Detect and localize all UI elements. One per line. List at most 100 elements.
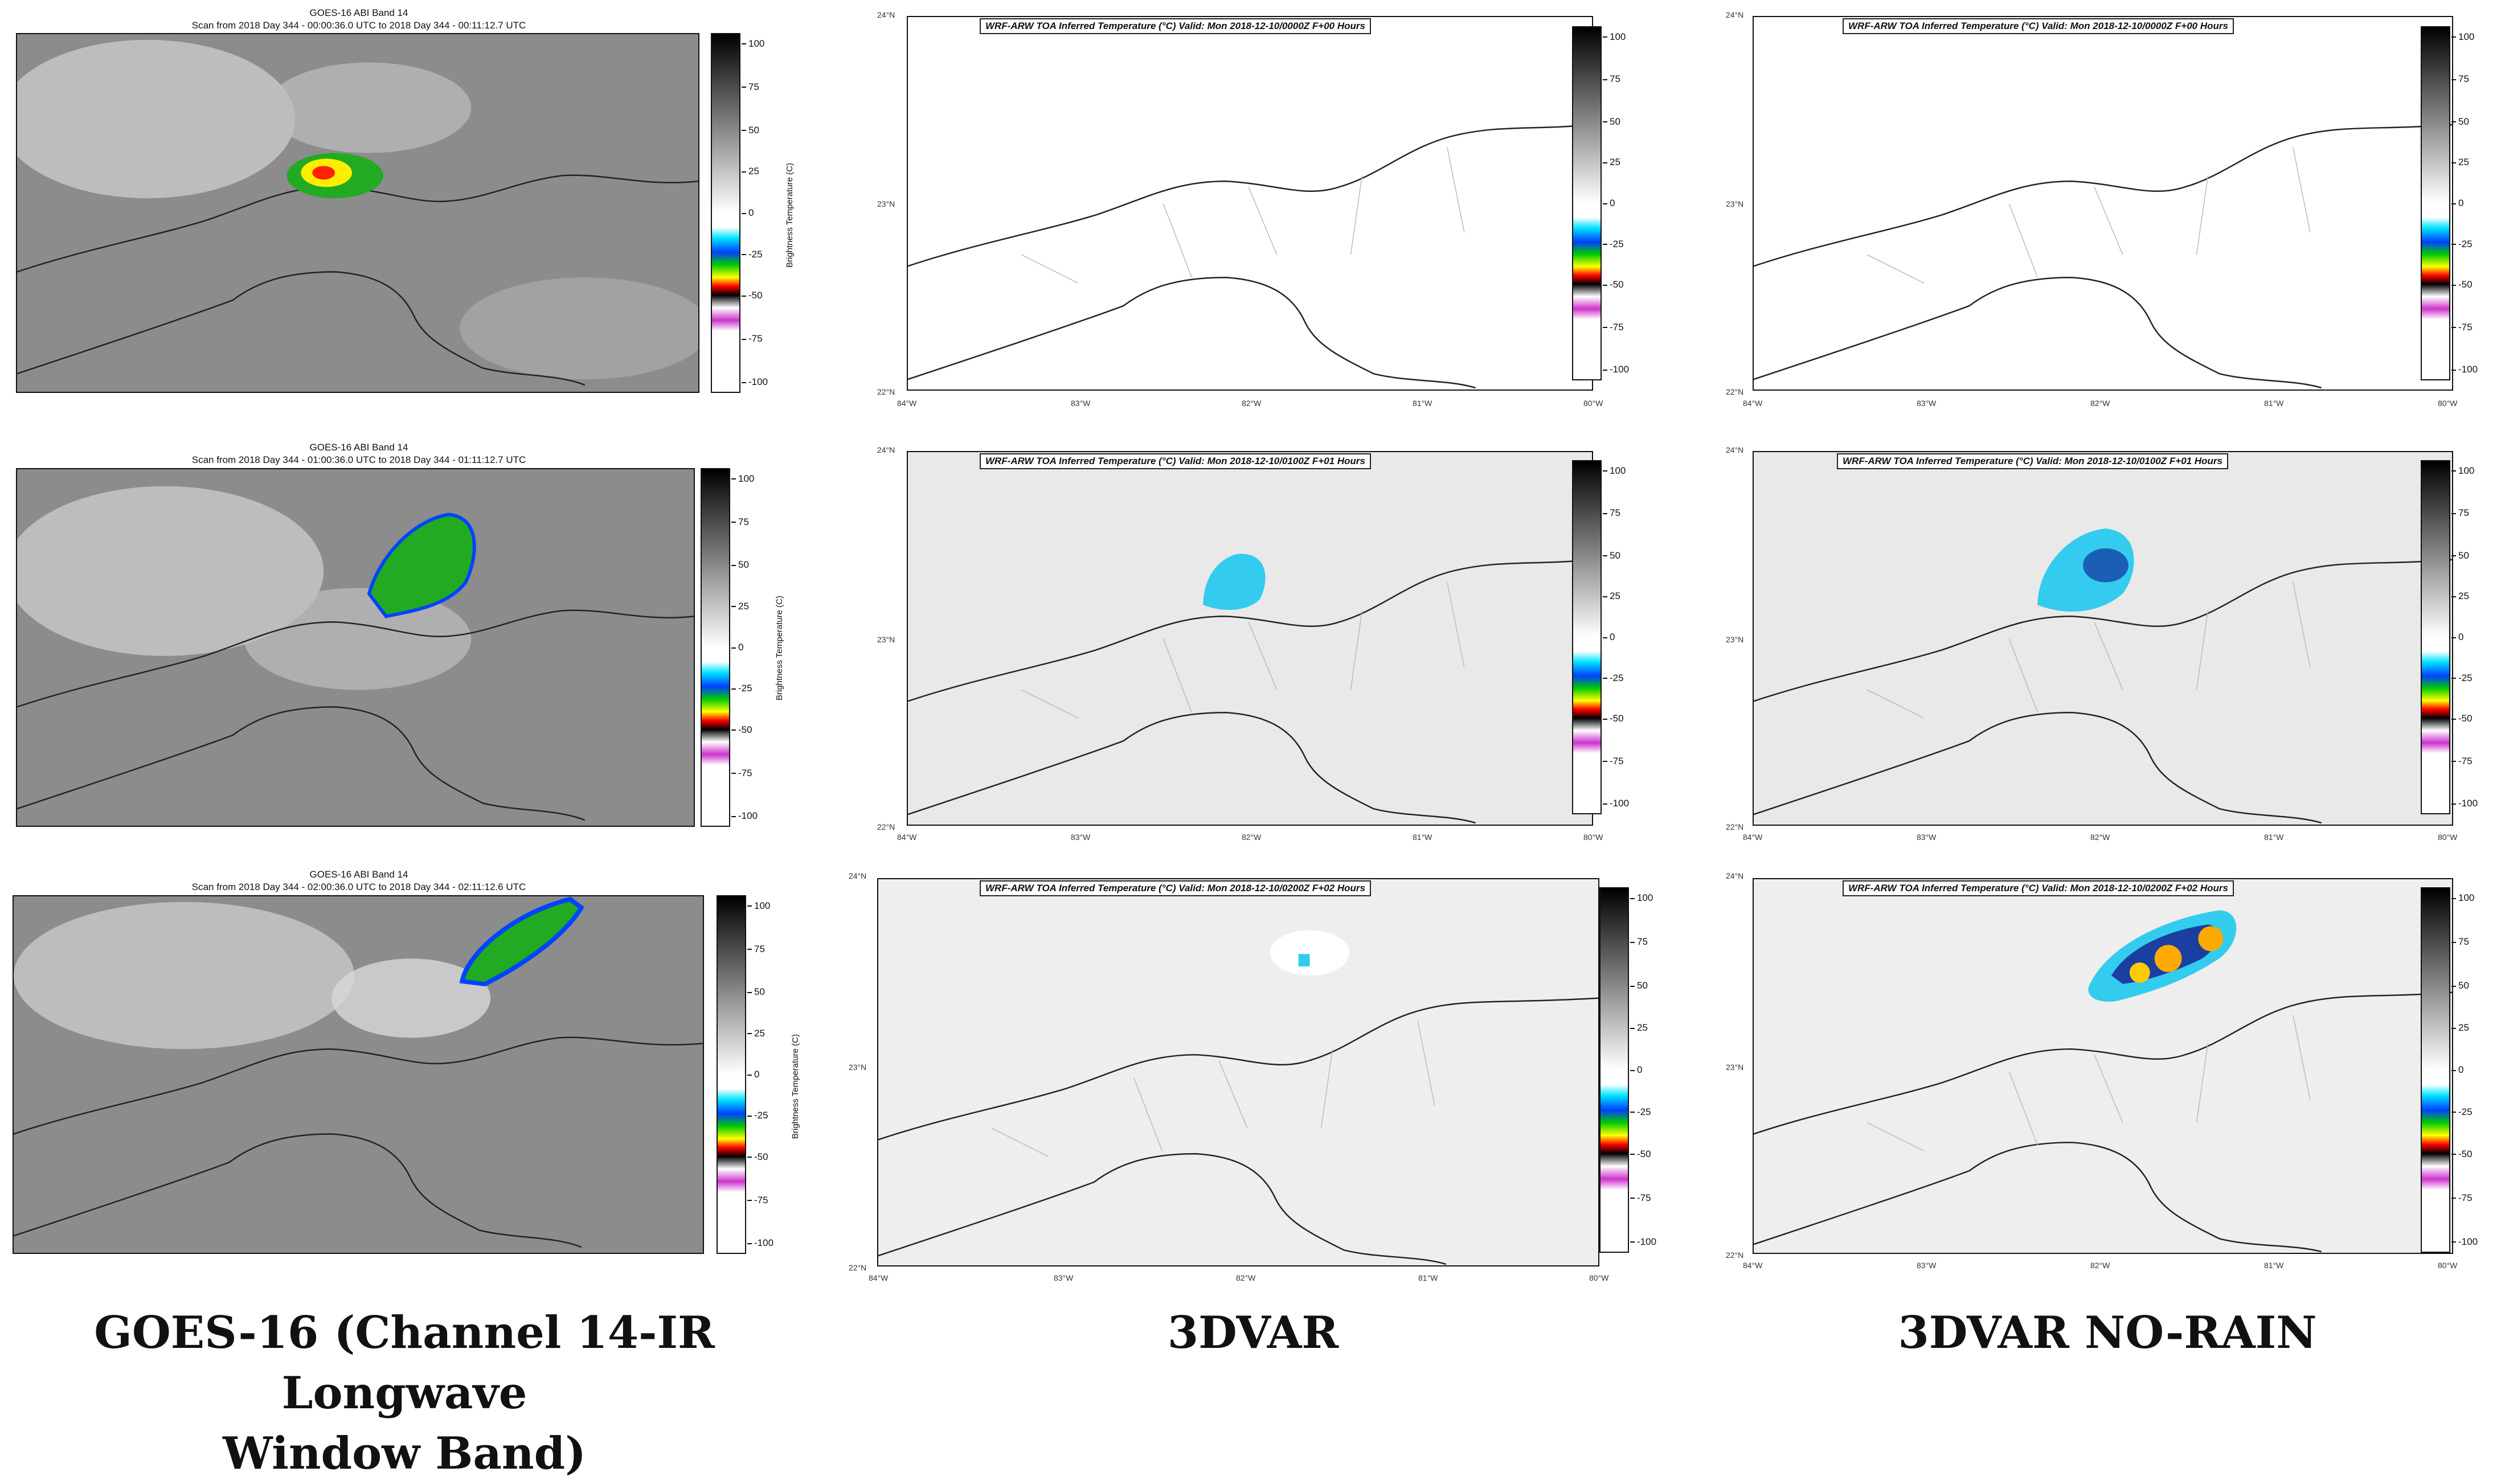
lon-label: 84°W bbox=[869, 1273, 889, 1282]
coastline-south bbox=[17, 271, 586, 386]
lon-label: 83°W bbox=[1071, 399, 1091, 408]
lat-label: 22°N bbox=[1726, 387, 1744, 396]
tick: 100 bbox=[747, 900, 770, 912]
tick: -25 bbox=[1603, 239, 1624, 250]
lon-label: 80°W bbox=[2438, 399, 2458, 408]
storm-cell bbox=[1203, 554, 1266, 610]
storm-core-hot bbox=[2129, 962, 2150, 983]
lon-label: 82°W bbox=[1236, 1273, 1256, 1282]
tick: -50 bbox=[2451, 1149, 2473, 1160]
tick: 100 bbox=[1603, 31, 1626, 43]
tick: -100 bbox=[747, 1237, 773, 1249]
tick: 0 bbox=[1630, 1064, 1642, 1076]
lon-label: 81°W bbox=[1413, 399, 1432, 408]
coastline-south bbox=[878, 1153, 1447, 1265]
dvar-map-2-svg bbox=[908, 554, 1592, 824]
lon-label: 82°W bbox=[2090, 1261, 2110, 1270]
lon-label: 84°W bbox=[897, 833, 917, 842]
goes-colorbar-2-label: Brightness Temperature (C) bbox=[775, 596, 784, 700]
dvar-map-2 bbox=[907, 451, 1593, 826]
tick: -75 bbox=[1603, 322, 1624, 333]
tick: -100 bbox=[2451, 1236, 2478, 1248]
province-borders bbox=[992, 1020, 1435, 1157]
tick: -100 bbox=[731, 810, 758, 822]
lon-label: 82°W bbox=[2090, 833, 2110, 842]
lat-label: 22°N bbox=[1726, 822, 1744, 831]
goes-colorbar-2 bbox=[701, 468, 730, 827]
tick: 25 bbox=[2451, 157, 2469, 168]
goes-map-2-svg bbox=[17, 486, 694, 821]
lat-label: 22°N bbox=[877, 822, 895, 831]
cloud-mass bbox=[460, 277, 698, 380]
storm-cell bbox=[367, 513, 476, 618]
cloud-mass bbox=[244, 588, 472, 690]
lon-label: 83°W bbox=[1054, 1273, 1074, 1282]
coastline-north bbox=[1754, 991, 2452, 1135]
storm-core-hot bbox=[312, 166, 335, 180]
tick: 50 bbox=[2451, 980, 2469, 991]
lat-label: 23°N bbox=[1726, 199, 1744, 208]
tick: -50 bbox=[731, 724, 752, 736]
tick: -25 bbox=[731, 683, 752, 694]
cloud-mass bbox=[17, 39, 296, 199]
tick: 100 bbox=[2451, 892, 2474, 904]
lat-label: 23°N bbox=[1726, 1063, 1744, 1072]
goes-caption: GOES-16 (Channel 14-IR Longwave Window B… bbox=[0, 1303, 809, 1484]
cloud-mass bbox=[17, 486, 324, 656]
cloud-mass bbox=[267, 62, 472, 153]
lat-label: 24°N bbox=[849, 871, 867, 880]
lon-label: 82°W bbox=[1242, 833, 1262, 842]
tick: -50 bbox=[742, 290, 763, 301]
tick: 75 bbox=[2451, 507, 2469, 519]
tick: 25 bbox=[1630, 1022, 1648, 1034]
lon-label: 80°W bbox=[1583, 399, 1603, 408]
province-borders bbox=[1867, 1015, 2311, 1151]
tick: 50 bbox=[1603, 550, 1620, 561]
tick: -25 bbox=[747, 1110, 768, 1121]
lon-label: 84°W bbox=[897, 399, 917, 408]
dvar-map-1-svg bbox=[908, 124, 1592, 389]
lon-label: 81°W bbox=[2264, 1261, 2284, 1270]
norain-colorbar-3-ticks: 100 75 50 25 0 -25 -50 -75 -100 bbox=[2451, 887, 2491, 1253]
goes-map-2 bbox=[16, 468, 695, 827]
dvar-title-3: WRF-ARW TOA Inferred Temperature (°C) Va… bbox=[980, 880, 1371, 896]
norain-map-3-svg bbox=[1754, 910, 2452, 1253]
norain-map-2 bbox=[1753, 451, 2453, 826]
tick: 25 bbox=[1603, 591, 1620, 602]
tick: 100 bbox=[2451, 31, 2474, 43]
lon-label: 80°W bbox=[2438, 833, 2458, 842]
lon-label: 83°W bbox=[1917, 399, 1937, 408]
goes-title-1-sub: Scan from 2018 Day 344 - 00:00:36.0 UTC … bbox=[191, 20, 526, 31]
cloud-mass bbox=[1270, 930, 1350, 976]
coastline-south bbox=[1754, 711, 2322, 824]
tick: -75 bbox=[2451, 322, 2473, 333]
goes-caption-line1: GOES-16 (Channel 14-IR Longwave bbox=[94, 1307, 715, 1419]
tick: -50 bbox=[2451, 279, 2473, 290]
goes-colorbar-3 bbox=[717, 895, 746, 1254]
storm-cell bbox=[459, 896, 584, 987]
lon-label: 84°W bbox=[1743, 399, 1763, 408]
storm-cell bbox=[1298, 954, 1310, 967]
lon-label: 81°W bbox=[2264, 833, 2284, 842]
lat-label: 24°N bbox=[877, 10, 895, 19]
lon-label: 83°W bbox=[1917, 833, 1937, 842]
tick: 25 bbox=[747, 1028, 765, 1039]
lon-label: 80°W bbox=[2438, 1261, 2458, 1270]
goes-title-2: GOES-16 ABI Band 14 Scan from 2018 Day 3… bbox=[17, 441, 701, 466]
dvar-colorbar-3 bbox=[1599, 887, 1629, 1253]
coastline-north bbox=[1754, 559, 2452, 702]
tick: 75 bbox=[747, 944, 765, 955]
tick: 50 bbox=[747, 986, 765, 998]
lat-label: 22°N bbox=[849, 1263, 867, 1272]
dvar-colorbar-2 bbox=[1572, 460, 1602, 814]
cloud-mass bbox=[14, 901, 355, 1050]
goes-title-3: GOES-16 ABI Band 14 Scan from 2018 Day 3… bbox=[17, 868, 701, 893]
tick: 50 bbox=[1630, 980, 1648, 991]
tick: 50 bbox=[1603, 116, 1620, 128]
tick: -75 bbox=[742, 333, 763, 345]
tick: -75 bbox=[2451, 756, 2473, 767]
dvar-caption: 3DVAR bbox=[1167, 1307, 1339, 1359]
tick: 100 bbox=[1603, 465, 1626, 477]
dvar-title-1: WRF-ARW TOA Inferred Temperature (°C) Va… bbox=[980, 18, 1371, 34]
coastline-north bbox=[1754, 124, 2452, 267]
